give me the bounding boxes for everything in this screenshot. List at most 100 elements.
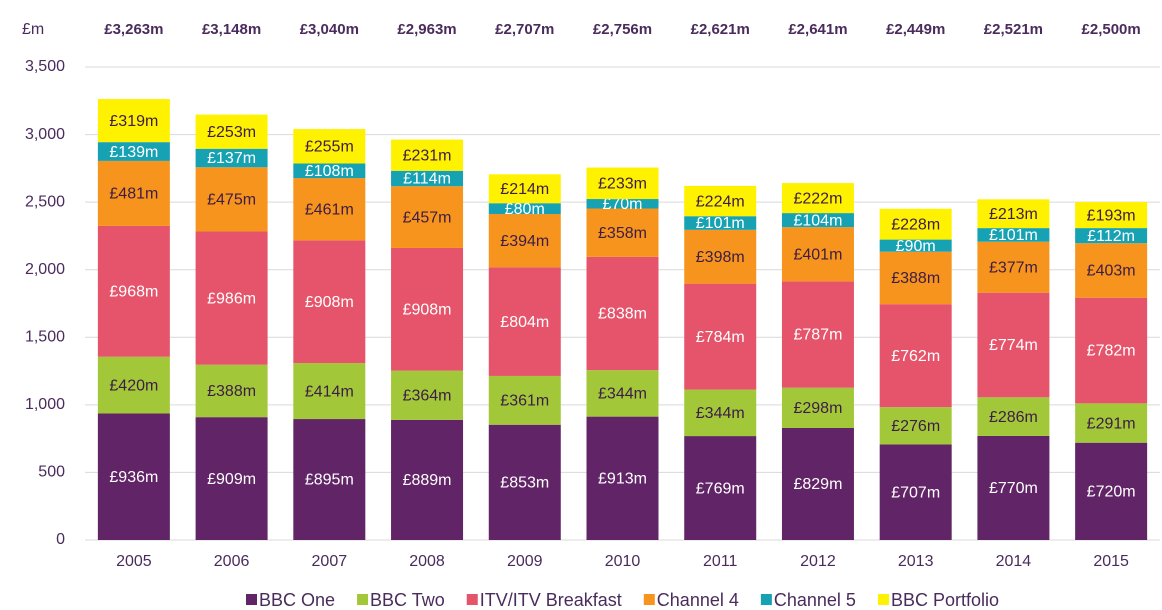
bar-segment bbox=[684, 436, 757, 540]
bar-segment bbox=[977, 292, 1050, 398]
total-label: £3,148m bbox=[202, 21, 261, 38]
data-label: £255m bbox=[305, 138, 354, 155]
bar-segment bbox=[97, 225, 170, 357]
data-label: £774m bbox=[989, 337, 1038, 354]
total-label: £2,449m bbox=[886, 21, 945, 38]
x-tick-label: 2015 bbox=[1093, 553, 1129, 570]
legend-label: BBC Two bbox=[370, 590, 445, 610]
bar-segment bbox=[684, 216, 757, 230]
legend-swatch bbox=[246, 594, 257, 605]
bar-segment bbox=[684, 389, 757, 437]
legend-swatch bbox=[357, 594, 369, 605]
data-label: £233m bbox=[598, 176, 647, 193]
bar-segment bbox=[586, 370, 659, 417]
bar-segment bbox=[293, 419, 366, 540]
x-tick-label: 2011 bbox=[703, 553, 738, 570]
legend-swatch bbox=[466, 594, 478, 605]
bar-segment bbox=[97, 99, 170, 143]
data-label: £968m bbox=[109, 284, 158, 301]
bar-segment bbox=[879, 407, 952, 445]
bar-segment bbox=[977, 241, 1050, 293]
data-label: £986m bbox=[207, 290, 256, 307]
data-label: £936m bbox=[109, 469, 158, 486]
bar-segment bbox=[391, 370, 464, 420]
data-label: £101m bbox=[696, 215, 745, 232]
bar-segment bbox=[879, 444, 952, 540]
bar-segment bbox=[781, 183, 854, 214]
bar-segment bbox=[781, 227, 854, 282]
y-tick-label: 500 bbox=[38, 464, 65, 481]
bar-segment bbox=[781, 281, 854, 388]
data-label: £804m bbox=[500, 314, 549, 331]
data-label: £101m bbox=[989, 227, 1038, 244]
data-label: £782m bbox=[1087, 343, 1136, 360]
y-axis-label: £m bbox=[22, 21, 44, 38]
data-label: £889m bbox=[403, 472, 452, 489]
bar-segment bbox=[1075, 228, 1148, 244]
data-label: £394m bbox=[500, 233, 549, 250]
bar-segment bbox=[879, 239, 952, 252]
data-label: £298m bbox=[793, 400, 842, 417]
legend-swatch bbox=[760, 594, 772, 605]
bar-segment bbox=[488, 375, 561, 425]
x-tick-label: 2010 bbox=[605, 553, 641, 570]
data-label: £112m bbox=[1087, 228, 1135, 245]
y-tick-label: 3,500 bbox=[25, 58, 65, 75]
data-label: £913m bbox=[598, 471, 647, 488]
bar-segment bbox=[1075, 403, 1148, 443]
data-label: £787m bbox=[793, 327, 842, 344]
y-tick-label: 1,000 bbox=[25, 396, 65, 413]
legend: BBC One BBC Two ITV/ITV Breakfast Channel 4… bbox=[246, 590, 999, 610]
bar-segment bbox=[781, 427, 854, 540]
data-label: £457m bbox=[403, 209, 452, 226]
data-label: £481m bbox=[109, 186, 158, 203]
bar-segment bbox=[391, 419, 464, 540]
x-tick-label: 2007 bbox=[312, 553, 348, 570]
y-tick-label: 0 bbox=[56, 531, 65, 548]
bar-segment bbox=[1075, 243, 1148, 298]
data-label: £377m bbox=[989, 259, 1038, 276]
y-tick-label: 3,000 bbox=[25, 126, 65, 143]
bar-segment bbox=[195, 167, 268, 232]
data-label: £720m bbox=[1087, 484, 1136, 501]
total-label: £2,621m bbox=[691, 21, 750, 38]
bar-segment bbox=[977, 435, 1050, 540]
data-label: £253m bbox=[207, 124, 256, 141]
bar-segment bbox=[879, 304, 952, 408]
data-label: £388m bbox=[207, 383, 256, 400]
data-label: £213m bbox=[989, 206, 1038, 223]
total-label: £2,963m bbox=[397, 21, 456, 38]
data-label: £403m bbox=[1087, 263, 1136, 280]
data-label: £114m bbox=[403, 171, 451, 188]
legend-label: BBC One bbox=[259, 590, 335, 610]
x-tick-label: 2013 bbox=[898, 553, 934, 570]
bar-segment bbox=[586, 256, 659, 371]
data-label: £90m bbox=[896, 238, 936, 255]
bar-segment bbox=[391, 170, 464, 187]
data-label: £358m bbox=[598, 225, 647, 242]
bar-segment bbox=[293, 240, 366, 364]
bar-segment bbox=[879, 208, 952, 240]
legend-label: Channel 4 bbox=[657, 590, 739, 610]
data-label: £291m bbox=[1087, 415, 1136, 432]
data-label: £908m bbox=[403, 302, 452, 319]
y-tick-label: 2,500 bbox=[25, 193, 65, 210]
data-label: £222m bbox=[793, 190, 842, 207]
bar-segment bbox=[195, 417, 268, 540]
bar-segment bbox=[586, 167, 659, 200]
data-label: £895m bbox=[305, 472, 354, 489]
data-label: £769m bbox=[696, 480, 745, 497]
bar-segment bbox=[684, 283, 757, 390]
bar-segment bbox=[293, 129, 366, 164]
bar-segment bbox=[684, 185, 757, 217]
bar-segment bbox=[879, 251, 952, 305]
x-tick-label: 2008 bbox=[409, 553, 445, 570]
data-label: £420m bbox=[109, 377, 158, 394]
data-label: £70m bbox=[602, 196, 642, 213]
data-label: £104m bbox=[793, 212, 842, 229]
data-label: £344m bbox=[696, 405, 745, 422]
bar-segment bbox=[195, 364, 268, 418]
bar-segment bbox=[1075, 442, 1148, 540]
total-label: £2,500m bbox=[1082, 21, 1141, 38]
